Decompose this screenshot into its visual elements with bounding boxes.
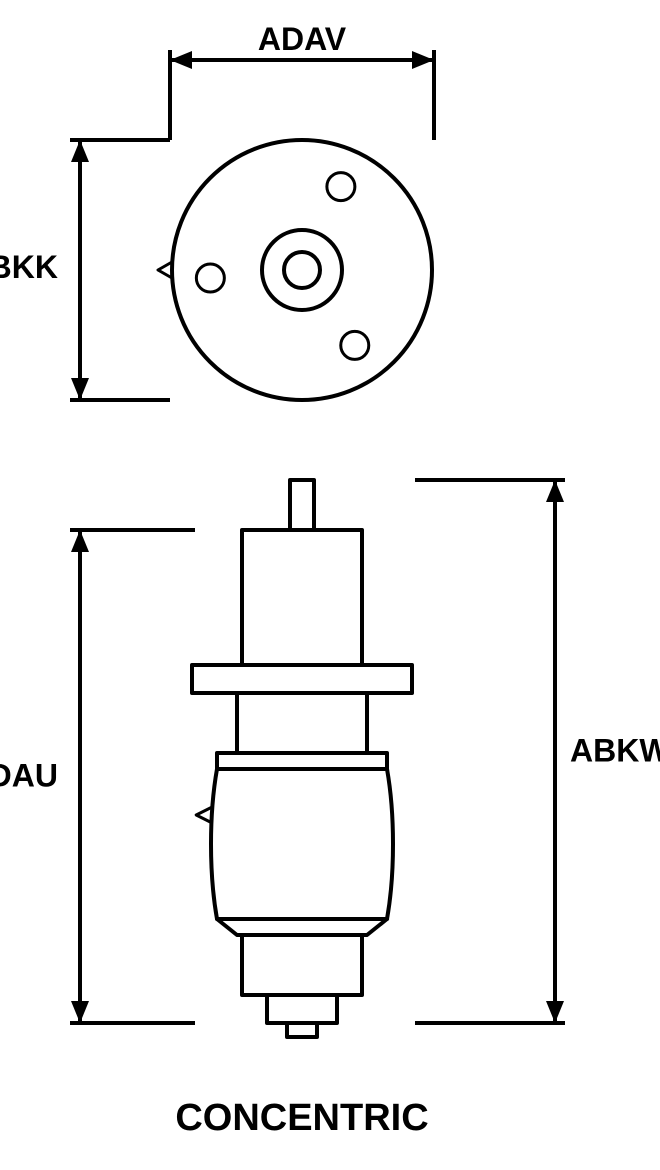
top-view: ADAV ABKK xyxy=(0,21,434,400)
label-title: CONCENTRIC xyxy=(175,1097,428,1139)
label-abkk: ABKK xyxy=(0,249,58,285)
label-adav: ADAV xyxy=(258,21,347,57)
label-abkw: ABKW xyxy=(570,733,660,769)
technical-drawing: ADAV ABKK ADAU ABKW CONCENTRIC xyxy=(0,0,660,1170)
side-view: ADAU ABKW xyxy=(0,480,660,1037)
label-adau: ADAU xyxy=(0,758,58,794)
